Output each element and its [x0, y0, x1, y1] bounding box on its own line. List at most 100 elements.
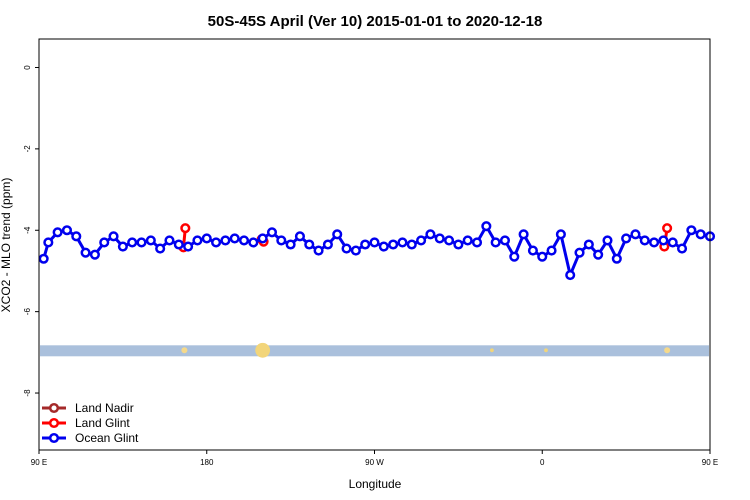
data-point [276, 235, 287, 246]
data-point [61, 225, 73, 236]
data-point [211, 237, 222, 248]
legend-label: Land Glint [75, 416, 130, 430]
data-point [71, 231, 82, 242]
data-point [117, 241, 128, 252]
data-point [201, 233, 212, 244]
chart-title: 50S-45S April (Ver 10) 2015-01-01 to 202… [208, 13, 543, 30]
data-point [164, 235, 175, 246]
data-point [490, 237, 501, 248]
x-tick-label: 90 W [365, 458, 384, 467]
band-marker [544, 348, 548, 353]
data-point [444, 235, 455, 246]
data-point [565, 269, 576, 281]
band-bar [40, 345, 709, 357]
y-tick-label: -2 [23, 145, 32, 153]
data-point [108, 231, 119, 242]
data-point [180, 223, 191, 234]
data-point [676, 243, 688, 254]
data-point [462, 235, 473, 246]
data-point [397, 237, 408, 248]
data-point [350, 245, 361, 256]
data-point [332, 229, 343, 240]
data-point [471, 237, 483, 248]
data-point [257, 233, 268, 244]
data-point [667, 237, 678, 248]
data-point [285, 239, 296, 250]
data-point [425, 229, 436, 240]
y-axis-label: XCO2 - MLO trend (ppm) [0, 178, 13, 313]
data-point [80, 247, 91, 258]
data-point [304, 239, 315, 250]
series-layer [38, 221, 716, 281]
legend-entry: Land Nadir [42, 401, 134, 415]
data-point [686, 225, 697, 236]
data-point [527, 245, 538, 256]
data-point [220, 235, 231, 246]
data-point [649, 237, 660, 248]
legend-marker [48, 402, 60, 414]
data-point [481, 221, 492, 232]
data-point [509, 251, 520, 262]
y-axis: 0 -2 -4 -6 -8 [23, 65, 39, 397]
data-point [341, 243, 352, 254]
series-ocean-glint [38, 221, 716, 281]
data-point [593, 249, 604, 260]
x-axis-label: Longitude [349, 477, 402, 491]
band-marker [490, 348, 494, 353]
data-point [173, 239, 184, 250]
data-point [43, 237, 54, 248]
legend-label: Land Nadir [75, 401, 134, 415]
data-point [38, 253, 49, 264]
y-tick-label: -6 [23, 308, 32, 316]
data-point [499, 235, 511, 246]
data-point [248, 237, 259, 248]
data-point [229, 233, 240, 244]
data-point [583, 239, 594, 250]
data-point [662, 223, 673, 234]
data-point [89, 249, 100, 260]
x-axis: 90 E 180 90 W 0 90 E [31, 450, 718, 467]
data-point [621, 233, 632, 244]
data-point [145, 235, 156, 246]
data-point [695, 229, 706, 240]
data-point [238, 235, 250, 246]
data-point [322, 239, 333, 250]
x-tick-label: 90 E [702, 458, 718, 467]
x-tick-label: 180 [200, 458, 214, 467]
data-point [360, 239, 371, 250]
data-point [574, 247, 585, 258]
data-point [136, 237, 147, 248]
data-point [537, 251, 548, 262]
data-point [192, 235, 203, 246]
data-point [630, 229, 641, 240]
band-marker [255, 342, 271, 358]
data-point [127, 237, 138, 248]
data-point [546, 245, 557, 256]
data-point [518, 229, 529, 240]
data-point [453, 239, 464, 250]
data-point [378, 241, 389, 252]
data-point [602, 235, 613, 246]
data-point [155, 243, 166, 254]
legend-marker [48, 417, 60, 429]
data-point [52, 227, 63, 238]
data-point [266, 227, 278, 238]
data-point [369, 237, 380, 248]
data-point [313, 245, 324, 256]
y-tick-label: 0 [23, 65, 32, 70]
data-point [406, 239, 417, 250]
legend-entry: Land Glint [42, 416, 130, 430]
data-point [434, 233, 445, 244]
band-marker [664, 347, 671, 354]
data-point [388, 239, 399, 250]
series-line [42, 223, 711, 280]
data-point [294, 231, 305, 242]
band-marker [181, 347, 188, 354]
y-tick-label: -4 [23, 226, 32, 234]
legend-label: Ocean Glint [75, 431, 139, 445]
data-point [183, 241, 194, 252]
data-point [639, 235, 650, 246]
y-tick-label: -8 [23, 389, 32, 397]
data-point [611, 253, 622, 264]
